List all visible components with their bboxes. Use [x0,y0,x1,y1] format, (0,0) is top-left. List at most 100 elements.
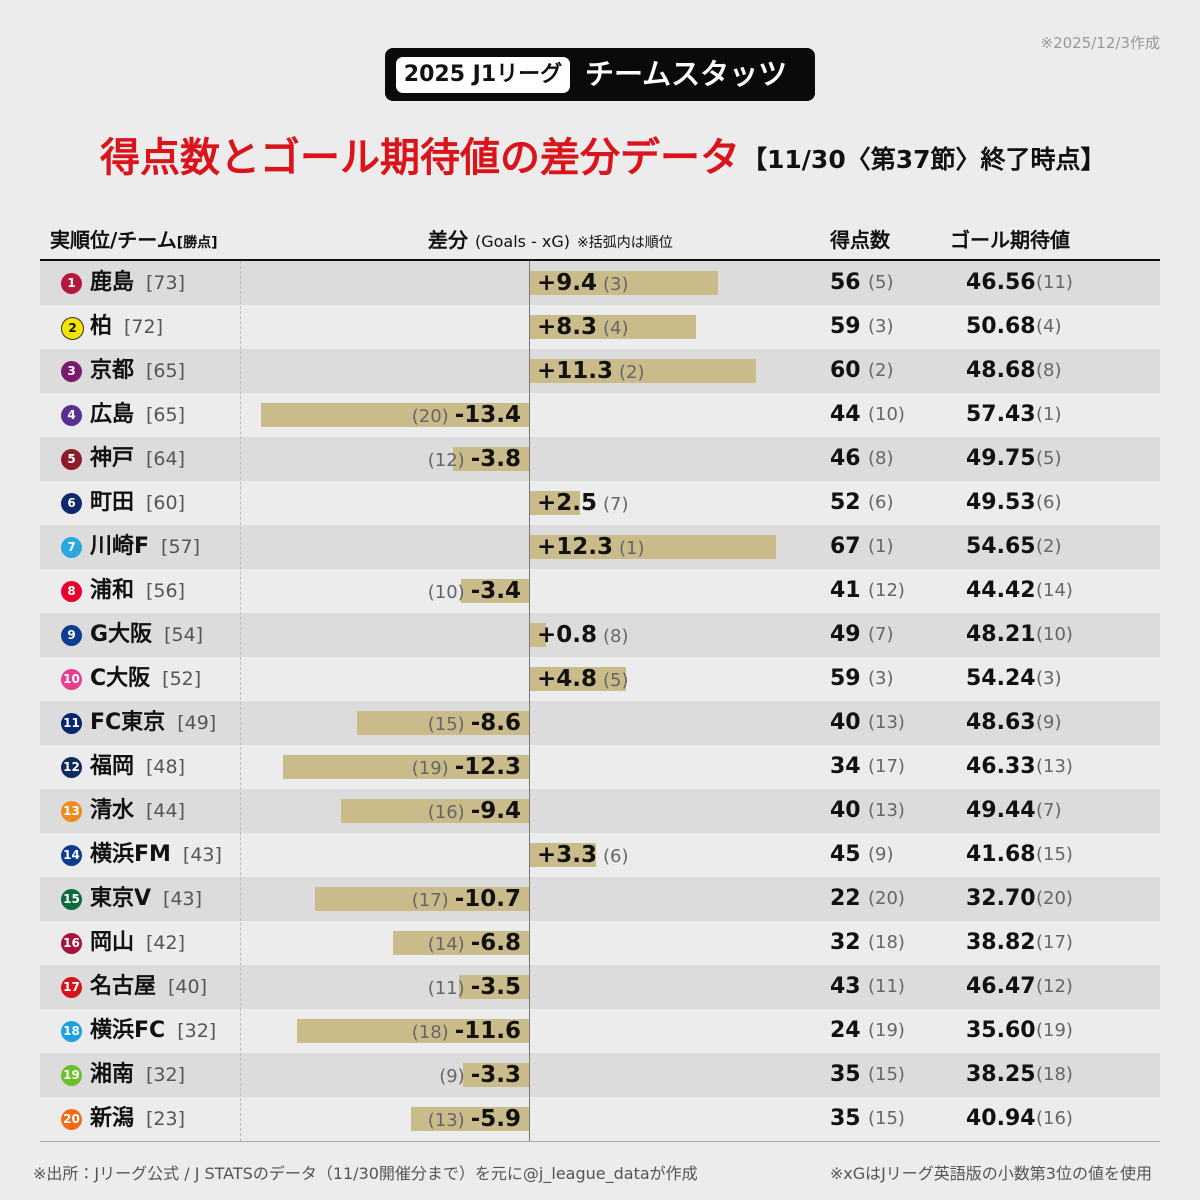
divider [240,261,241,1141]
goals-rank: (8) [868,448,894,469]
team-points: [40] [168,976,208,998]
diff-group: (11) -3.5 [428,965,521,1011]
date-note: ※2025/12/3作成 [1040,34,1160,52]
team-points: [23] [146,1108,186,1130]
diff-group: (19) -12.3 [412,745,521,791]
rank-badge: 10 [61,669,82,690]
team-cell: 広島 [65] [90,393,185,437]
diff-bar [297,1019,529,1043]
table-row: 1 鹿島 [73] +9.4 (3) 56 (5) 46.56 (11) [40,261,1160,305]
table-row: 5 神戸 [64] (12) -3.8 46 (8) 49.75 (5) [40,437,1160,481]
diff-rank: (1) [619,538,645,559]
diff-label: -10.7 [454,886,521,912]
xg-rank: (3) [1036,668,1062,689]
xg: 48.21 [966,622,1036,647]
team-points: [43] [163,888,203,910]
table-row: 2 柏 [72] +8.3 (4) 59 (3) 50.68 (4) [40,305,1160,349]
rank-badge: 18 [61,1021,82,1042]
goals-rank: (19) [868,1020,905,1041]
team-name: 横浜FC [90,1018,166,1043]
goals: 40 [830,710,861,735]
diff-bar [341,799,529,823]
team-cell: 横浜FM [43] [90,833,222,877]
team-name: 柏 [90,314,113,339]
team-name: 広島 [90,402,135,427]
diff-label: -5.9 [470,1106,521,1132]
team-cell: 柏 [72] [90,305,163,349]
rank-badge: 7 [61,537,82,558]
goals-rank: (12) [868,580,905,601]
xg: 50.68 [966,314,1036,339]
team-name: 川崎F [90,534,150,559]
team-cell: 新潟 [23] [90,1097,185,1141]
diff-rank: (19) [411,758,449,779]
diff-rank: (17) [411,890,449,911]
footer-rule [40,1141,1160,1142]
col-diff-label: 差分 [428,228,468,252]
diff-rank: (2) [619,362,645,383]
diff-group: +3.3 (6) [537,833,629,879]
team-name: G大阪 [90,622,153,647]
diff-group: (10) -3.4 [428,569,521,615]
table-row: 20 新潟 [23] (13) -5.9 35 (15) 40.94 (16) [40,1097,1160,1141]
rank-badge: 17 [61,977,82,998]
table-row: 11 FC東京 [49] (15) -8.6 40 (13) 48.63 (9) [40,701,1160,745]
goals: 59 [830,666,861,691]
diff-group: +9.4 (3) [537,261,629,307]
col-diff: 差分 (Goals - xG) ※括弧内は順位 [428,225,673,258]
team-cell: 岡山 [42] [90,921,185,965]
col-team: 実順位/チーム[勝点] [50,225,218,258]
team-points: [42] [146,932,186,954]
diff-label: +9.4 [537,270,598,296]
team-points: [65] [146,360,186,382]
team-points: [73] [146,272,186,294]
diff-group: (17) -10.7 [412,877,521,923]
goals-rank: (2) [868,360,894,381]
team-cell: C大阪 [52] [90,657,201,701]
goals-rank: (3) [868,316,894,337]
diff-bar [453,447,529,471]
team-name: 横浜FM [90,842,171,867]
goals-rank: (17) [868,756,905,777]
team-name: 清水 [90,798,135,823]
footer-note: ※xGはJリーグ英語版の小数第3位の値を使用 [829,1164,1152,1183]
team-name: 福岡 [90,754,135,779]
xg-rank: (9) [1036,712,1062,733]
table-row: 14 横浜FM [43] +3.3 (6) 45 (9) 41.68 (15) [40,833,1160,877]
diff-group: (20) -13.4 [412,393,521,439]
xg: 35.60 [966,1018,1036,1043]
xg: 44.42 [966,578,1036,603]
rank-badge: 11 [61,713,82,734]
goals: 60 [830,358,861,383]
diff-group: (13) -5.9 [428,1097,521,1143]
diff-label: -11.6 [454,1018,521,1044]
xg: 38.25 [966,1062,1036,1087]
diff-bar [461,579,529,603]
diff-rank: (3) [603,274,629,295]
rank-badge: 3 [61,361,82,382]
diff-bar [459,975,529,999]
header-rule [40,259,1160,261]
table-row: 13 清水 [44] (16) -9.4 40 (13) 49.44 (7) [40,789,1160,833]
team-name: 湘南 [90,1062,135,1087]
rank-badge: 5 [61,449,82,470]
rank-badge: 4 [61,405,82,426]
xg: 54.65 [966,534,1036,559]
team-points: [56] [146,580,186,602]
goals-rank: (6) [868,492,894,513]
diff-bar [530,843,596,867]
diff-label: +2.5 [537,490,598,516]
col-diff-note: ※括弧内は順位 [577,235,673,251]
diff-group: +8.3 (4) [537,305,629,351]
diff-label: -12.3 [454,754,521,780]
diff-group: (15) -8.6 [428,701,521,747]
rank-badge: 2 [61,317,84,340]
table-row: 16 岡山 [42] (14) -6.8 32 (18) 38.82 (17) [40,921,1160,965]
xg-rank: (15) [1036,844,1073,865]
team-cell: 浦和 [56] [90,569,185,613]
diff-label: +3.3 [537,842,598,868]
team-name: 神戸 [90,446,135,471]
goals: 52 [830,490,861,515]
table-row: 3 京都 [65] +11.3 (2) 60 (2) 48.68 (8) [40,349,1160,393]
xg: 49.44 [966,798,1036,823]
